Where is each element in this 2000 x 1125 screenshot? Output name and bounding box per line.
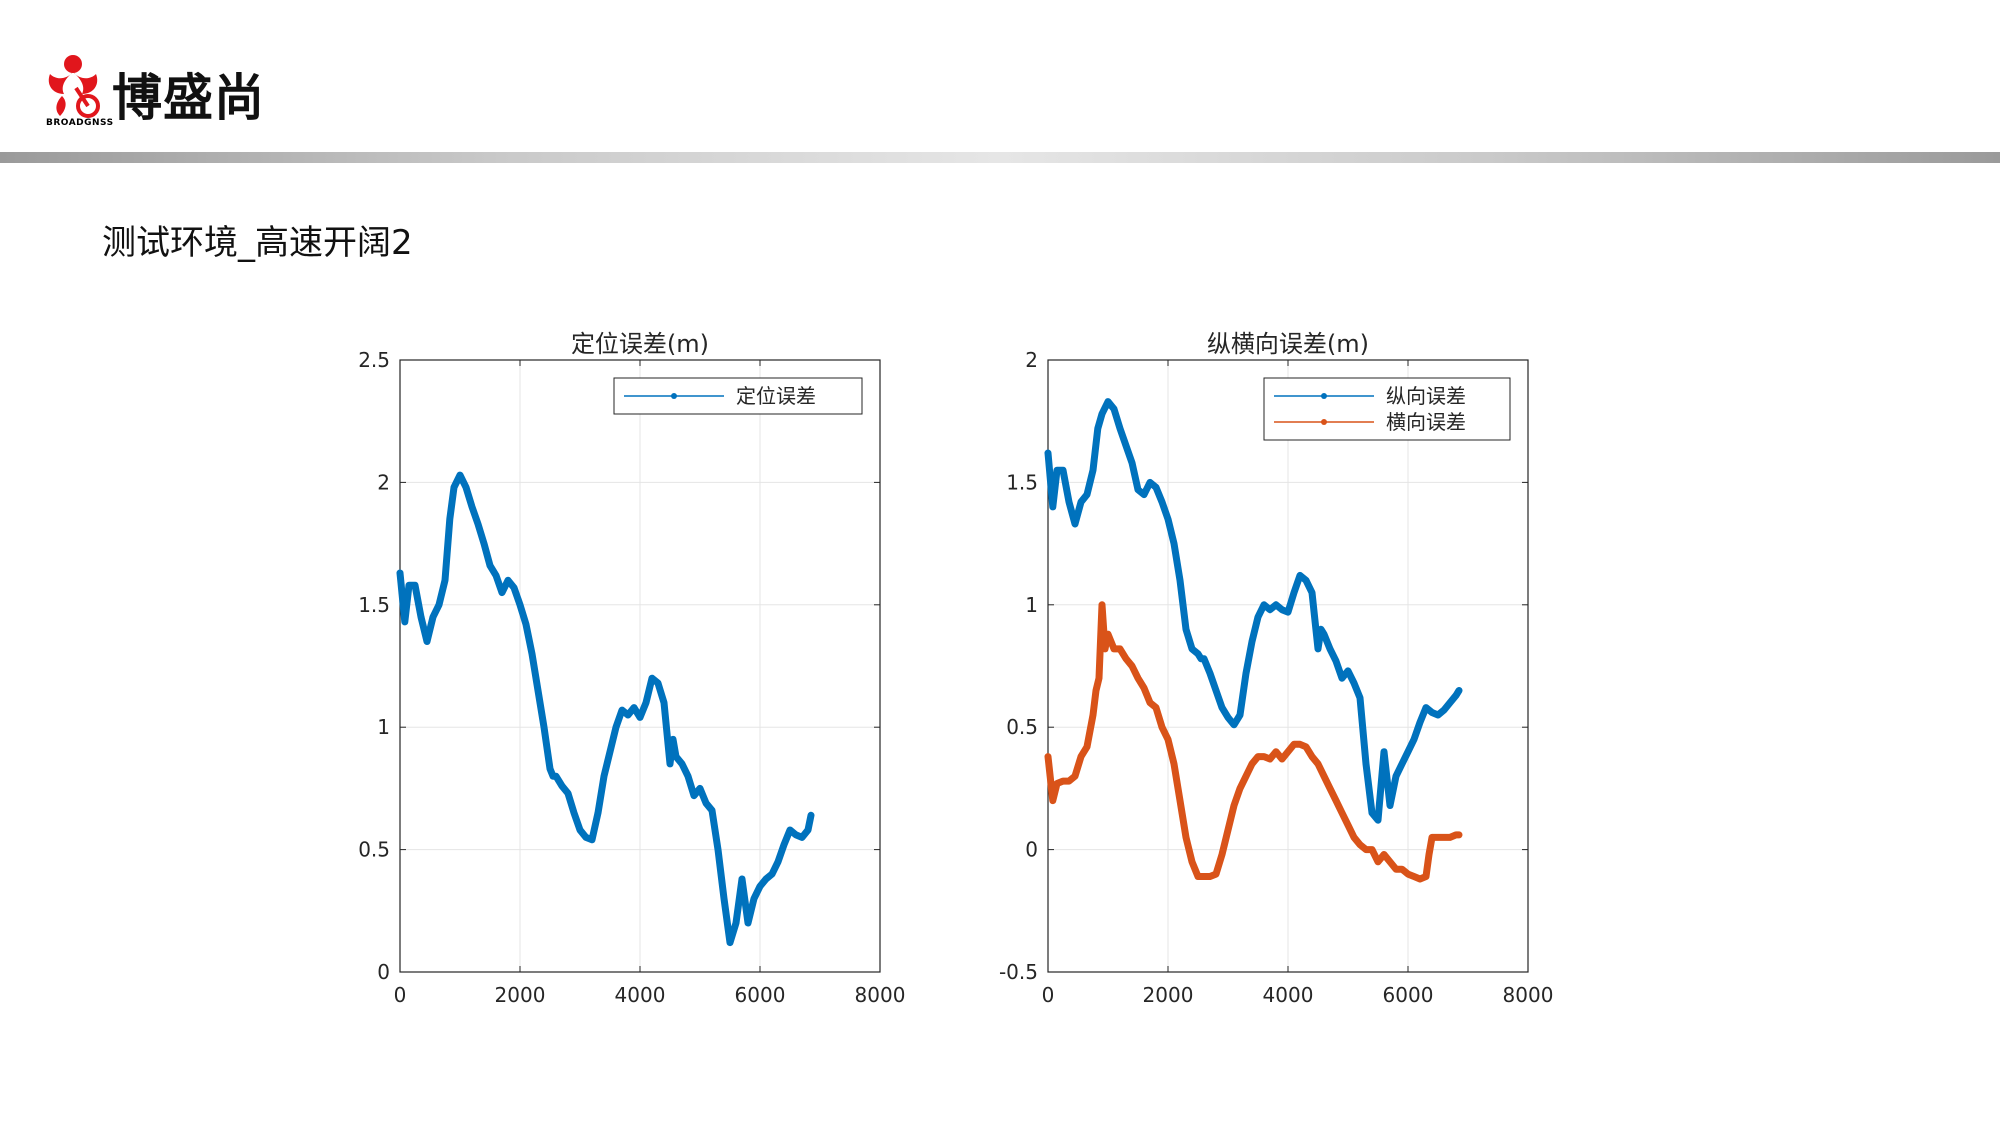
logo-mark-icon	[48, 55, 100, 118]
y-tick-label: 2.5	[358, 348, 390, 372]
y-tick-label: 0	[377, 960, 390, 984]
y-tick-label: 0.5	[358, 838, 390, 862]
x-tick-label: 8000	[1503, 983, 1554, 1007]
x-tick-label: 2000	[1143, 983, 1194, 1007]
legend-marker	[671, 393, 677, 399]
legend-box	[1263, 377, 1511, 441]
y-tick-label: 1	[1025, 593, 1038, 617]
y-tick-label: 1.5	[1006, 470, 1038, 494]
legend-label: 定位误差	[736, 384, 816, 408]
brand-name: 博盛尚	[112, 69, 265, 127]
y-tick-label: 2	[1025, 348, 1038, 372]
y-tick-label: 0	[1025, 838, 1038, 862]
series-line	[1044, 398, 1463, 824]
legend-label: 纵向误差	[1386, 384, 1466, 408]
chart-title: 纵横向误差(m)	[1207, 330, 1369, 358]
x-tick-label: 0	[394, 983, 407, 1007]
series-line	[1044, 601, 1463, 883]
x-tick-label: 6000	[1383, 983, 1434, 1007]
x-tick-label: 6000	[735, 983, 786, 1007]
header-divider	[0, 152, 2000, 163]
y-tick-label: -0.5	[999, 960, 1038, 984]
legend-label: 横向误差	[1386, 410, 1466, 434]
chart-title: 定位误差(m)	[571, 330, 709, 358]
brand-sub: BROADGNSS	[46, 118, 114, 128]
x-tick-label: 4000	[615, 983, 666, 1007]
header: BROADGNSS 博盛尚	[0, 0, 2000, 163]
y-tick-label: 0.5	[1006, 715, 1038, 739]
x-tick-label: 4000	[1263, 983, 1314, 1007]
y-tick-label: 1	[377, 715, 390, 739]
series-line	[396, 471, 815, 947]
x-tick-label: 2000	[495, 983, 546, 1007]
x-tick-label: 8000	[855, 983, 906, 1007]
y-tick-label: 2	[377, 470, 390, 494]
legend-marker	[1321, 393, 1327, 399]
x-tick-label: 0	[1042, 983, 1055, 1007]
brand-logo: BROADGNSS	[38, 50, 113, 132]
slide-title: 测试环境_高速开阔2	[102, 223, 413, 263]
legend-marker	[1321, 419, 1327, 425]
y-tick-label: 1.5	[358, 593, 390, 617]
